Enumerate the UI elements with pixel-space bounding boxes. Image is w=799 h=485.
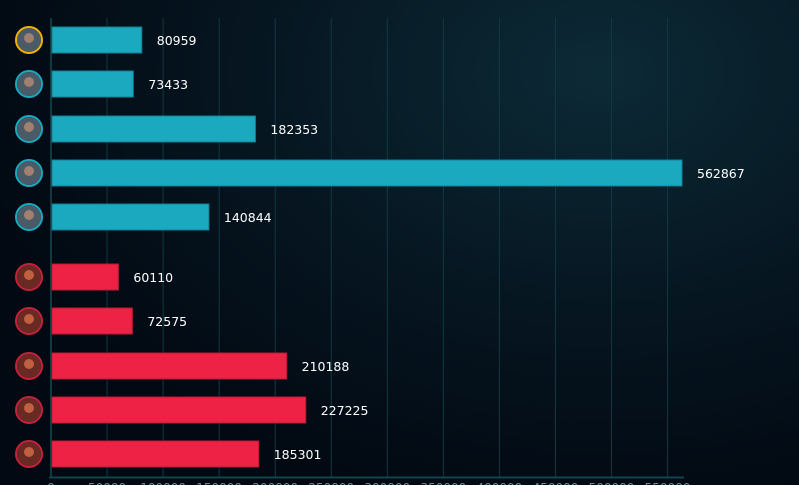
avatar-border [15, 26, 43, 54]
avatar-border [15, 352, 43, 380]
avatar-face [24, 210, 34, 220]
avatar-face [24, 447, 34, 457]
champion-portrait-icon [15, 203, 43, 231]
x-tick-label: 550000 [645, 481, 691, 485]
avatar-border [15, 70, 43, 98]
avatar-face [24, 166, 34, 176]
x-tick-label: 300000 [364, 481, 410, 485]
x-tick-label: 200000 [252, 481, 298, 485]
champion-portrait-icon [15, 440, 43, 468]
bar-value-label: 72575 [147, 314, 187, 329]
avatar-border [15, 396, 43, 424]
bar-red [51, 263, 119, 291]
avatar-face [24, 359, 34, 369]
avatar-border [15, 159, 43, 187]
bar-value-label: 80959 [157, 33, 197, 48]
avatar-face [24, 403, 34, 413]
avatar-border [15, 263, 43, 291]
bar-red [51, 440, 260, 468]
bar-blue [51, 203, 210, 231]
x-tick-label: 450000 [533, 481, 579, 485]
avatar-face [24, 77, 34, 87]
bar-value-label: 140844 [224, 210, 272, 225]
bar-value-label: 73433 [148, 77, 188, 92]
bar-red [51, 352, 288, 380]
x-tick-label: 400000 [477, 481, 523, 485]
bar-red [51, 396, 307, 424]
champion-portrait-icon [15, 26, 43, 54]
bar-blue [51, 159, 683, 187]
bar-red [51, 307, 133, 335]
champion-portrait-icon [15, 70, 43, 98]
avatar-face [24, 33, 34, 43]
avatar-face [24, 122, 34, 132]
bar-value-label: 185301 [274, 447, 322, 462]
avatar-border [15, 203, 43, 231]
bar-value-label: 227225 [321, 403, 369, 418]
x-tick-label: 500000 [589, 481, 635, 485]
bar-blue [51, 26, 143, 54]
avatar-face [24, 314, 34, 324]
x-tick-label: 250000 [308, 481, 354, 485]
bar-value-label: 562867 [697, 166, 745, 181]
x-tick-label: 150000 [196, 481, 242, 485]
x-tick-label: 350000 [420, 481, 466, 485]
champion-portrait-icon [15, 159, 43, 187]
bar-blue [51, 115, 256, 143]
x-tick-label: 0 [47, 481, 55, 485]
x-tick-label: 100000 [140, 481, 186, 485]
champion-portrait-icon [15, 352, 43, 380]
avatar-border [15, 440, 43, 468]
bar-value-label: 60110 [133, 270, 173, 285]
bar-blue [51, 70, 134, 98]
champion-portrait-icon [15, 115, 43, 143]
champion-portrait-icon [15, 307, 43, 335]
avatar-face [24, 270, 34, 280]
x-tick-label: 50000 [88, 481, 126, 485]
bar-value-label: 182353 [270, 122, 318, 137]
avatar-border [15, 307, 43, 335]
bar-value-label: 210188 [302, 359, 350, 374]
champion-portrait-icon [15, 263, 43, 291]
champion-portrait-icon [15, 396, 43, 424]
avatar-border [15, 115, 43, 143]
